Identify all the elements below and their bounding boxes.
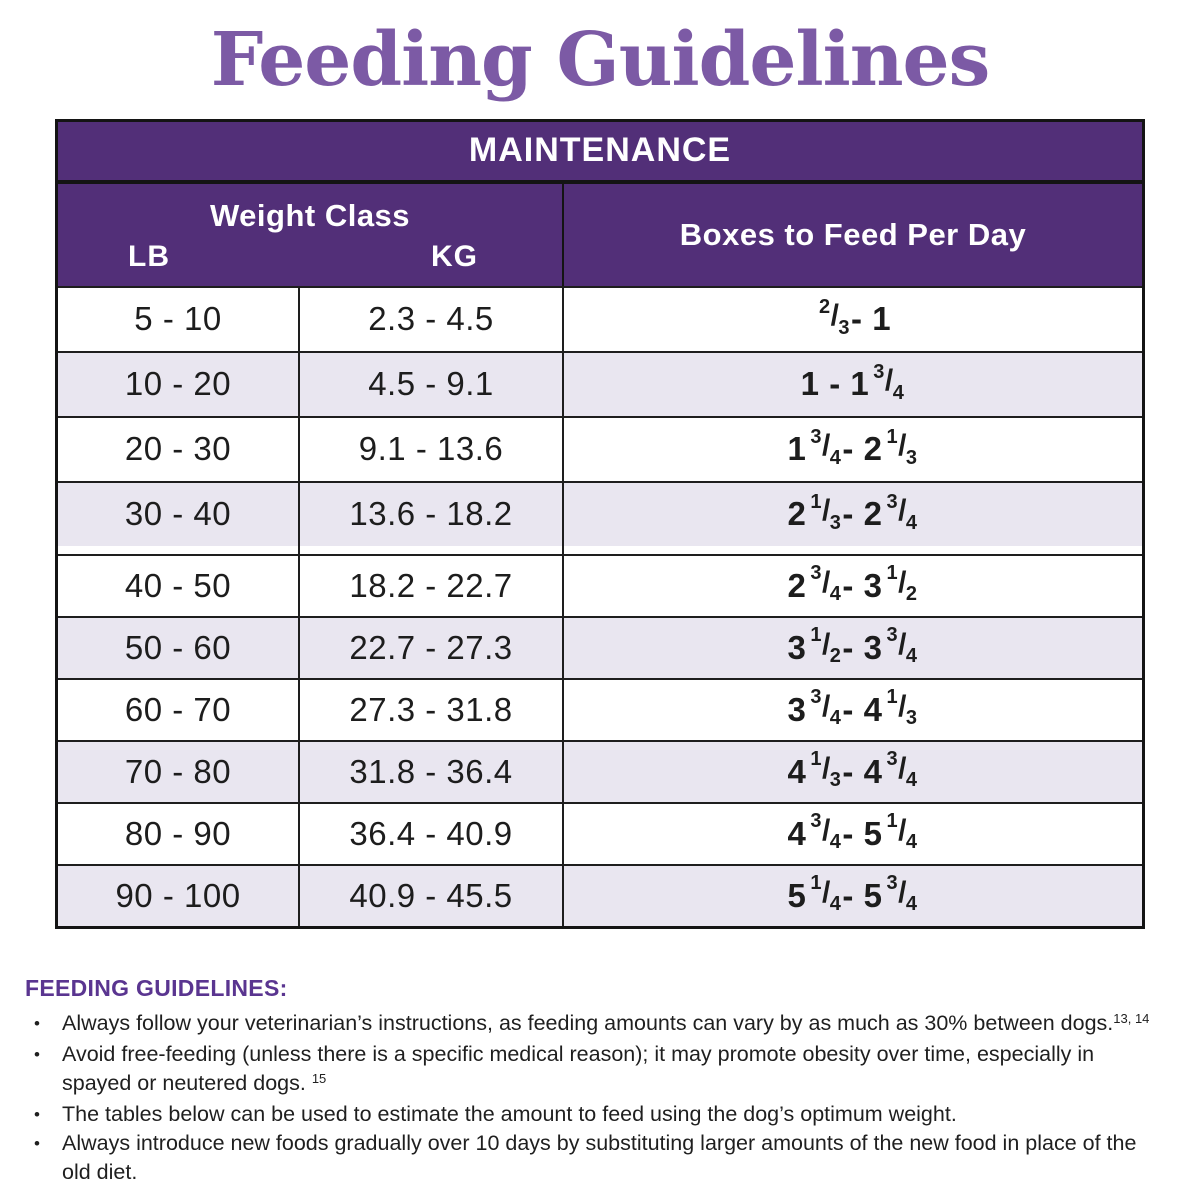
lb-cell: 40 - 50 <box>58 555 300 616</box>
lb-cell: 5 - 10 <box>58 287 300 351</box>
kg-cell: 22.7 - 27.3 <box>300 617 564 678</box>
lb-cell: 60 - 70 <box>58 679 300 740</box>
boxes-cell: 1 3/4 - 2 1/3 <box>787 425 918 469</box>
boxes-cell: 5 1/4 - 5 3/4 <box>787 872 918 915</box>
table-section-gap <box>58 545 1142 554</box>
table-row: 80 - 90 36.4 - 40.9 4 3/4 - 5 1/4 <box>58 801 1142 864</box>
table-body: 5 - 10 2.3 - 4.5 2/3 - 1 10 - 20 4.5 - 9.1 1 … <box>58 285 1142 926</box>
kg-cell: 4.5 - 9.1 <box>300 352 564 416</box>
boxes-cell: 1 - 1 3/4 <box>800 360 905 404</box>
bullet-icon: • <box>34 1044 40 1064</box>
notes-list: • Always follow your veterinarian’s instr… <box>25 1009 1160 1187</box>
table-section-header: MAINTENANCE <box>58 121 1142 184</box>
table-row: 70 - 80 31.8 - 36.4 4 1/3 - 4 3/4 <box>58 739 1142 802</box>
note-text: Avoid free-feeding (unless there is a sp… <box>62 1041 1101 1095</box>
bullet-icon: • <box>34 1133 40 1153</box>
table-row: 5 - 10 2.3 - 4.5 2/3 - 1 <box>58 285 1142 351</box>
weight-class-header-cell: Weight Class LB KG <box>58 183 564 286</box>
lb-cell: 90 - 100 <box>58 865 300 926</box>
notes-section: FEEDING GUIDELINES: • Always follow your … <box>25 975 1160 1187</box>
lb-cell: 70 - 80 <box>58 741 300 802</box>
lb-cell: 50 - 60 <box>58 617 300 678</box>
note-text: Always follow your veterinarian’s instru… <box>62 1010 1150 1035</box>
footnote-marker: 15 <box>311 1070 327 1086</box>
kg-cell: 18.2 - 22.7 <box>300 555 564 616</box>
note-text: The tables below can be used to estimate… <box>62 1101 957 1126</box>
note-text: Always introduce new foods gradually ove… <box>62 1130 1143 1184</box>
table-header-row: Weight Class LB KG Boxes to Feed Per Day <box>58 183 1142 286</box>
lb-column-header: LB <box>128 239 170 273</box>
note-item: • The tables below can be used to estimat… <box>25 1100 1160 1129</box>
boxes-cell: 2/3 - 1 <box>818 295 892 339</box>
lb-cell: 30 - 40 <box>58 482 300 546</box>
lb-cell: 20 - 30 <box>58 417 300 481</box>
note-item: • Always follow your veterinarian’s instr… <box>25 1009 1160 1040</box>
weight-class-label: Weight Class <box>209 197 411 233</box>
boxes-cell: 4 3/4 - 5 1/4 <box>787 810 918 853</box>
table-row: 10 - 20 4.5 - 9.1 1 - 1 3/4 <box>58 350 1142 416</box>
bullet-icon: • <box>34 1104 40 1124</box>
kg-cell: 2.3 - 4.5 <box>300 287 564 351</box>
footnote-marker: 13, 14 <box>1113 1010 1150 1026</box>
boxes-cell: 3 1/2 - 3 3/4 <box>787 624 918 667</box>
table-row: 50 - 60 22.7 - 27.3 3 1/2 - 3 3/4 <box>58 615 1142 678</box>
kg-cell: 9.1 - 13.6 <box>300 417 564 481</box>
kg-cell: 40.9 - 45.5 <box>300 865 564 926</box>
boxes-cell: 2 3/4 - 3 1/2 <box>787 562 918 605</box>
kg-cell: 31.8 - 36.4 <box>300 741 564 802</box>
boxes-cell: 4 1/3 - 4 3/4 <box>787 748 918 791</box>
notes-heading: FEEDING GUIDELINES: <box>25 974 288 1001</box>
kg-cell: 36.4 - 40.9 <box>300 803 564 864</box>
kg-cell: 13.6 - 18.2 <box>300 482 564 546</box>
table-row: 60 - 70 27.3 - 31.8 3 3/4 - 4 1/3 <box>58 677 1142 740</box>
lb-cell: 10 - 20 <box>58 352 300 416</box>
lb-cell: 80 - 90 <box>58 803 300 864</box>
note-item: • Avoid free-feeding (unless there is a s… <box>25 1040 1160 1100</box>
table-row: 20 - 30 9.1 - 13.6 1 3/4 - 2 1/3 <box>58 415 1142 481</box>
boxes-cell: 3 3/4 - 4 1/3 <box>787 686 918 729</box>
table-row: 30 - 40 13.6 - 18.2 2 1/3 - 2 3/4 <box>58 480 1142 546</box>
kg-column-header: KG <box>431 239 478 273</box>
table-row: 90 - 100 40.9 - 45.5 5 1/4 - 5 3/4 <box>58 863 1142 926</box>
kg-cell: 27.3 - 31.8 <box>300 679 564 740</box>
page-title: Feeding Guidelines <box>210 17 991 103</box>
note-item: • Always introduce new foods gradually ov… <box>25 1129 1160 1187</box>
table-row: 40 - 50 18.2 - 22.7 2 3/4 - 3 1/2 <box>58 553 1142 616</box>
bullet-icon: • <box>34 1013 40 1033</box>
unit-labels: LB KG <box>58 234 562 274</box>
feeding-table: MAINTENANCE Weight Class LB KG Boxes to … <box>55 118 1145 929</box>
boxes-cell: 2 1/3 - 2 3/4 <box>787 490 918 534</box>
boxes-header-cell: Boxes to Feed Per Day <box>679 216 1027 252</box>
